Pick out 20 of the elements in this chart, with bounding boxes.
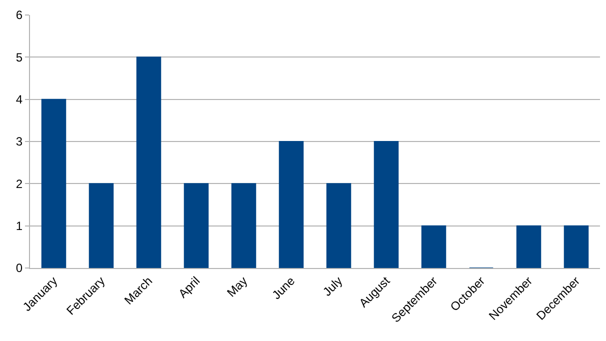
bar [374, 141, 399, 268]
bar [421, 225, 446, 268]
y-tick-label: 1 [16, 219, 23, 234]
y-tick-label: 0 [16, 261, 23, 276]
bar [326, 183, 352, 268]
x-tick-label: July [320, 274, 346, 299]
bar [184, 183, 209, 268]
y-tick-label: 4 [16, 92, 23, 107]
bar [231, 183, 256, 268]
bar [88, 183, 114, 268]
y-tick-label: 5 [16, 50, 23, 64]
bar [564, 225, 589, 268]
x-tick-label: May [224, 274, 250, 300]
bar [41, 98, 66, 268]
bar [278, 141, 304, 268]
bar [136, 56, 162, 268]
y-tick-label: 2 [16, 176, 23, 191]
y-tick-label: 6 [16, 8, 23, 22]
bar [516, 225, 542, 268]
y-tick-label: 3 [16, 134, 23, 149]
